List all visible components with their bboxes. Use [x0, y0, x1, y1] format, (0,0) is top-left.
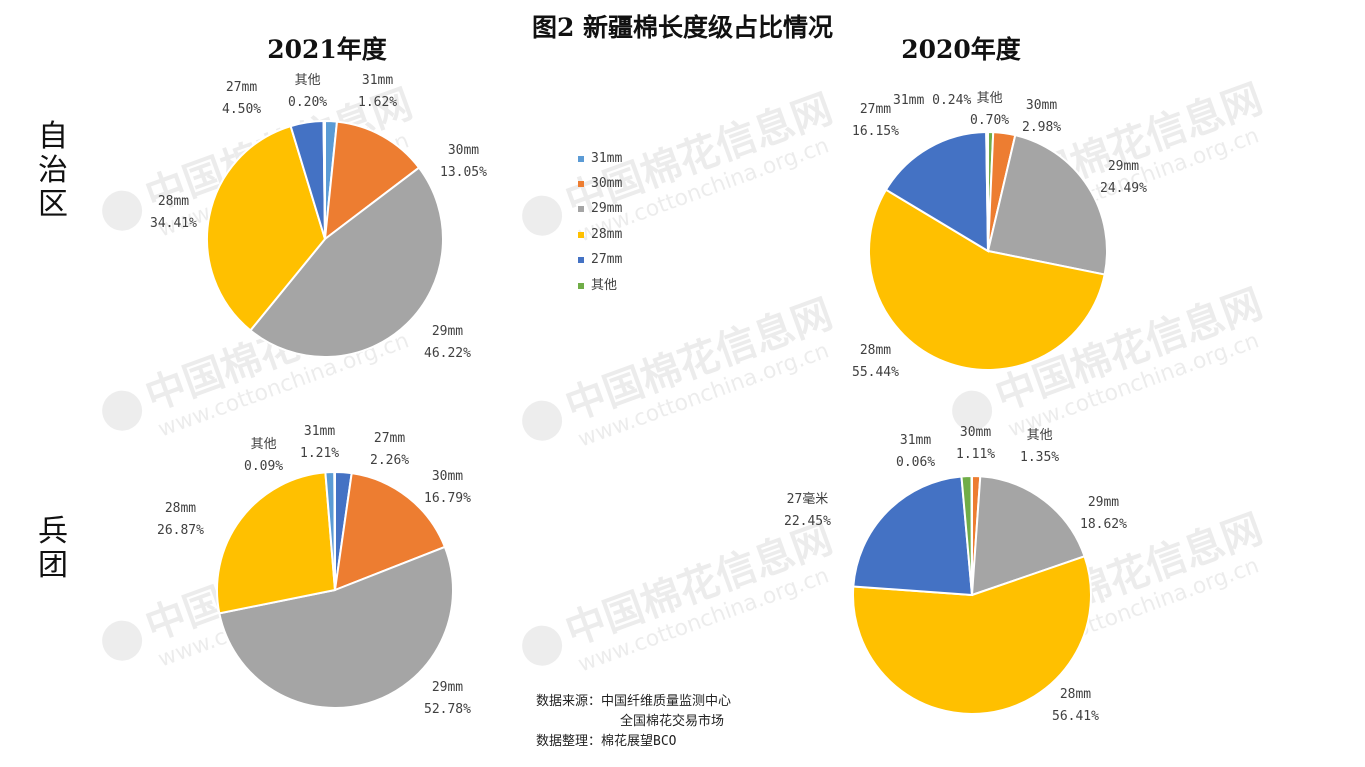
data-label: 28mm 26.87% [157, 501, 204, 538]
legend-swatch [578, 206, 584, 213]
row-label-region: 自治区 [38, 119, 68, 222]
row-label-corps: 兵团 [38, 514, 68, 583]
pie-slice [868, 188, 1106, 371]
legend-item: 其他 [578, 273, 622, 298]
data-label: 28mm 55.44% [852, 343, 899, 380]
data-label: 其他 0.09% [244, 437, 284, 474]
data-label: 29mm 52.78% [424, 680, 471, 717]
legend-swatch [578, 231, 584, 238]
pie-slice [322, 119, 326, 240]
data-label: 29mm 18.62% [1080, 495, 1127, 532]
data-label: 27mm 2.26% [370, 431, 410, 468]
column-label-2021: 2021年度 [267, 35, 387, 64]
source-line: 数据整理：棉花展望BCO [536, 734, 677, 749]
legend-item: 27mm [578, 248, 622, 273]
pie-slice [333, 472, 447, 592]
data-label: 31mm 0.24% [893, 93, 972, 108]
pie-slice [206, 124, 327, 332]
data-label: 其他 0.20% [288, 73, 328, 110]
legend-item: 30mm [578, 171, 622, 196]
pie-slice [985, 130, 989, 252]
data-label: 29mm 24.49% [1100, 159, 1147, 196]
pie-chart-region-2020 [868, 130, 1108, 371]
pie-slice [218, 545, 454, 709]
data-label: 31mm 0.06% [896, 433, 936, 470]
legend-swatch [578, 155, 584, 162]
legend-item: 31mm [578, 146, 622, 171]
pie-chart-corps-2020 [852, 474, 1092, 715]
chart-title: 图2 新疆棉长度级占比情况 [531, 13, 834, 42]
source-note: 数据来源：中国纤维质量监测中心 全国棉花交易市场 数据整理：棉花展望BCO [536, 692, 731, 752]
data-label: 28mm 34.41% [150, 194, 197, 231]
pie-slice [216, 471, 337, 615]
data-label: 27mm 16.15% [852, 102, 899, 139]
data-label: 30mm 13.05% [440, 143, 487, 180]
source-line: 全国棉花交易市场 [620, 714, 725, 729]
data-label: 其他 1.35% [1020, 428, 1060, 465]
data-label: 31mm 1.21% [300, 424, 340, 461]
column-label-2020: 2020年度 [901, 35, 1021, 64]
pie-chart-corps-2021 [216, 470, 454, 709]
legend-item: 28mm [578, 222, 622, 247]
legend: 31mm 30mm 29mm 28mm 27mm 其他 [578, 146, 622, 298]
pie-slice [986, 133, 1108, 276]
legend-item: 29mm [578, 197, 622, 222]
data-label: 27mm 4.50% [222, 80, 262, 117]
data-label: 30mm 16.79% [424, 469, 471, 506]
legend-swatch [578, 257, 584, 264]
pie-slice [884, 130, 990, 253]
pie-chart-region-2021 [206, 119, 444, 358]
source-line: 数据来源：中国纤维质量监测中心 [536, 694, 732, 709]
pie-slice [852, 475, 974, 597]
data-label: 29mm 46.22% [424, 324, 471, 361]
data-label: 27毫米 22.45% [784, 492, 831, 529]
pie-slice [333, 470, 336, 591]
pie-slice [852, 555, 1092, 715]
legend-swatch [578, 282, 584, 289]
data-label: 30mm 2.98% [1022, 98, 1062, 135]
data-label: 其他 0.70% [970, 91, 1010, 128]
pie-slice [323, 120, 421, 242]
legend-swatch [578, 181, 584, 188]
data-label: 30mm 1.11% [956, 425, 996, 462]
data-label: 28mm 56.41% [1052, 687, 1099, 724]
pie-slice [249, 166, 444, 358]
data-label: 31mm 1.62% [358, 73, 398, 110]
